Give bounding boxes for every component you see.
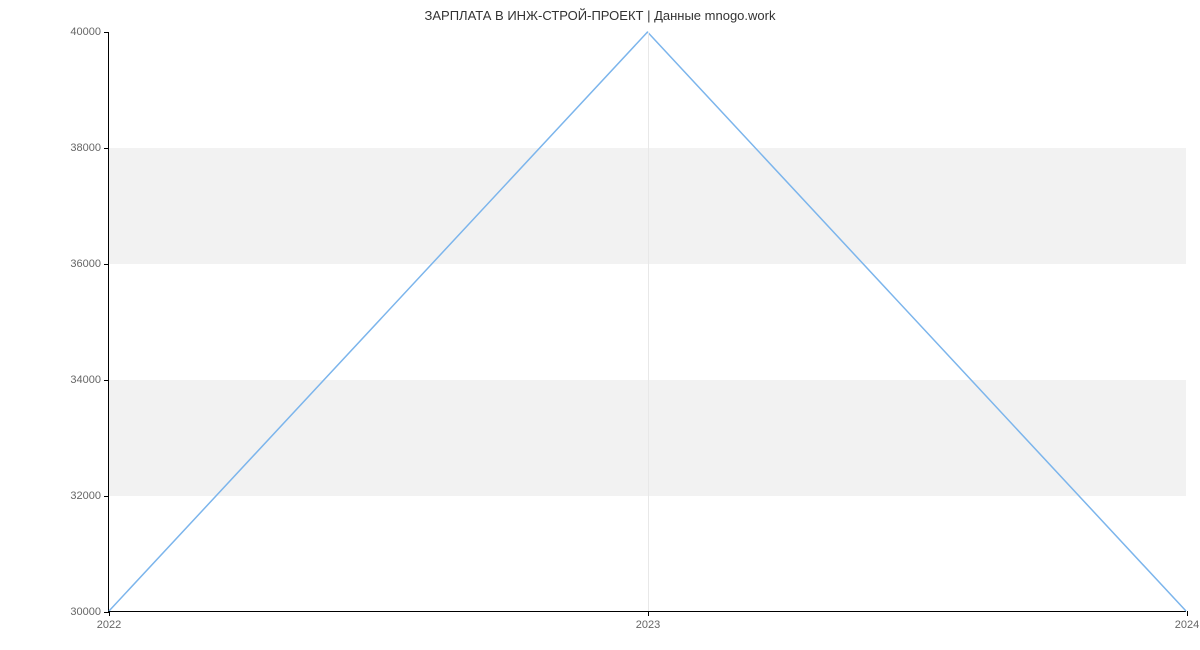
ytick-label: 30000 xyxy=(70,606,109,618)
xtick-label: 2024 xyxy=(1175,611,1199,631)
ytick-label: 40000 xyxy=(70,26,109,38)
ytick-label: 32000 xyxy=(70,490,109,502)
xtick-label: 2023 xyxy=(636,611,660,631)
ytick-label: 36000 xyxy=(70,258,109,270)
ytick-label: 38000 xyxy=(70,142,109,154)
chart-title: ЗАРПЛАТА В ИНЖ-СТРОЙ-ПРОЕКТ | Данные mno… xyxy=(0,8,1200,23)
gridline-vertical xyxy=(648,32,649,611)
ytick-label: 34000 xyxy=(70,374,109,386)
plot-area: 2022202320243000032000340003600038000400… xyxy=(108,32,1186,612)
